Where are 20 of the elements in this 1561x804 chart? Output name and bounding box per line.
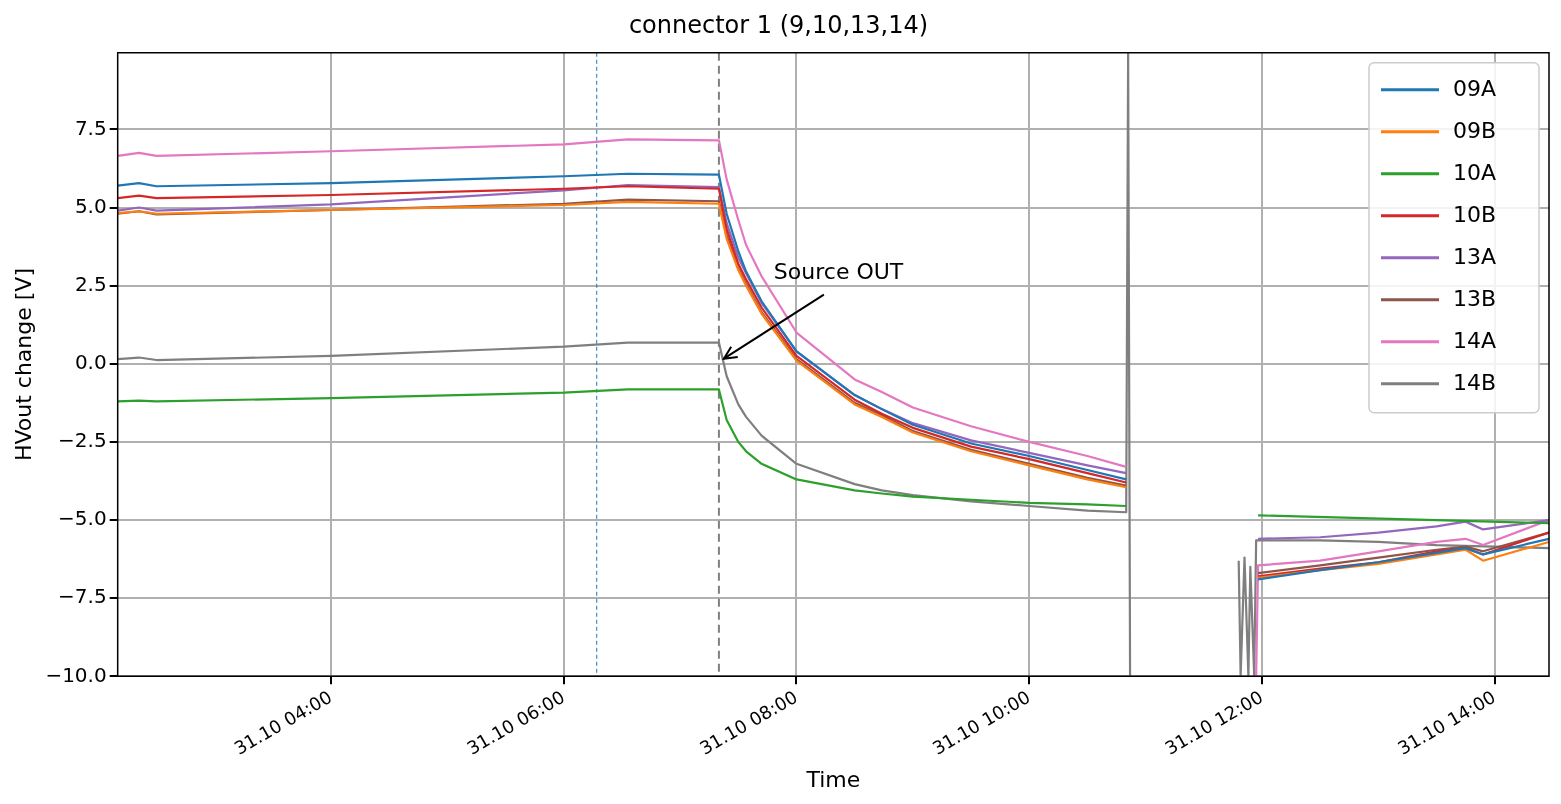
legend-label: 09B bbox=[1453, 117, 1497, 143]
legend-label: 09A bbox=[1453, 75, 1497, 101]
legend-label: 14B bbox=[1453, 369, 1497, 395]
chart-title: connector 1 (9,10,13,14) bbox=[628, 10, 929, 39]
y-axis-title: HVout change [V] bbox=[10, 268, 36, 462]
legend-label: 13A bbox=[1453, 243, 1497, 269]
y-tick-label: −7.5 bbox=[58, 584, 107, 609]
y-tick-label: −10.0 bbox=[45, 662, 107, 687]
annotation: Source OUT bbox=[773, 258, 904, 284]
x-axis-title: Time bbox=[805, 766, 861, 792]
legend-label: 13B bbox=[1453, 285, 1497, 311]
y-tick-label: 7.5 bbox=[74, 115, 107, 140]
y-tick-label: 5.0 bbox=[74, 193, 107, 218]
y-tick-label: 2.5 bbox=[74, 271, 107, 296]
y-tick-label: −5.0 bbox=[58, 506, 107, 531]
y-tick-label: −2.5 bbox=[58, 428, 107, 453]
y-tick-label: 0.0 bbox=[74, 349, 107, 374]
legend-label: 10A bbox=[1453, 159, 1497, 185]
legend-label: 10B bbox=[1453, 201, 1497, 227]
legend-label: 14A bbox=[1453, 327, 1497, 353]
